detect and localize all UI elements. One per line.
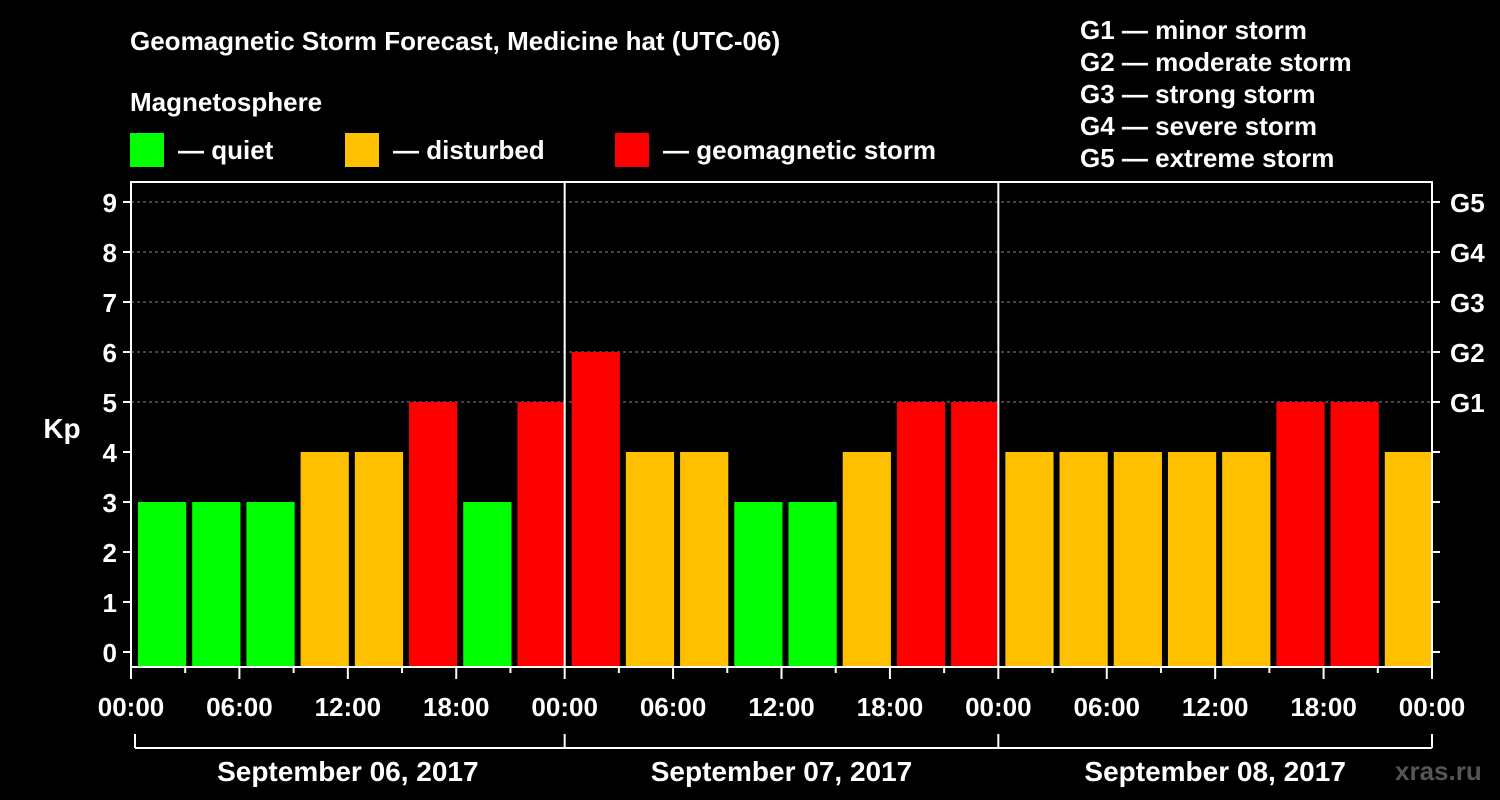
x-tick-label: 00:00 <box>531 692 598 722</box>
y-tick-label: 6 <box>103 338 117 368</box>
kp-bar <box>1330 402 1379 667</box>
g-tick-label: G1 <box>1450 388 1485 418</box>
day-label: September 08, 2017 <box>1084 756 1346 787</box>
x-tick-label: 12:00 <box>315 692 382 722</box>
g-tick-label: G3 <box>1450 288 1485 318</box>
kp-bar <box>680 452 729 667</box>
legend-swatch-storm <box>615 133 649 167</box>
kp-bar <box>246 502 295 667</box>
kp-bar <box>1113 452 1162 667</box>
y-tick-label: 8 <box>103 238 117 268</box>
g-scale-g1: G1 — minor storm <box>1080 15 1307 45</box>
day-label: September 07, 2017 <box>651 756 913 787</box>
kp-bar <box>951 402 1000 667</box>
legend-label-storm: — geomagnetic storm <box>663 135 937 165</box>
y-tick-label: 1 <box>103 588 117 618</box>
kp-bar <box>1276 402 1325 667</box>
g-tick-label: G5 <box>1450 188 1485 218</box>
kp-bar <box>571 352 620 667</box>
g-scale-g3: G3 — strong storm <box>1080 79 1316 109</box>
g-tick-label: G4 <box>1450 238 1485 268</box>
kp-bar <box>1005 452 1054 667</box>
x-tick-label: 18:00 <box>1290 692 1357 722</box>
kp-bar <box>192 502 241 667</box>
chart-title: Geomagnetic Storm Forecast, Medicine hat… <box>130 26 781 56</box>
kp-bars <box>138 352 1433 667</box>
y-tick-label: 5 <box>103 388 117 418</box>
x-tick-label: 06:00 <box>1074 692 1141 722</box>
kp-bar <box>517 402 566 667</box>
kp-bar <box>842 452 891 667</box>
kp-bar <box>788 502 837 667</box>
g-axis: G1 G2 G3 G4 G5 <box>1432 188 1485 653</box>
y-tick-label: 7 <box>103 288 117 318</box>
kp-bar <box>1059 452 1108 667</box>
legend-label-quiet: — quiet <box>178 135 274 165</box>
y-tick-label: 4 <box>103 438 118 468</box>
x-axis: 00:00 06:00 12:00 18:00 00:00 06:00 12:00 18:00… <box>98 667 1466 787</box>
g-scale-g5: G5 — extreme storm <box>1080 143 1335 173</box>
kp-bar <box>1167 452 1217 667</box>
g-scale-g4: G4 — severe storm <box>1080 111 1318 141</box>
x-tick-label: 12:00 <box>748 692 815 722</box>
kp-bar <box>409 402 458 667</box>
x-tick-label: 12:00 <box>1182 692 1249 722</box>
x-tick-label: 06:00 <box>640 692 707 722</box>
y-tick-label: 0 <box>103 638 117 668</box>
kp-bar <box>354 452 404 667</box>
y-axis: 0 1 2 3 4 5 6 7 8 9 <box>103 188 131 668</box>
legend-label-disturbed: — disturbed <box>393 135 545 165</box>
kp-bar <box>300 452 349 667</box>
g-scale-g2: G2 — moderate storm <box>1080 47 1352 77</box>
kp-bar <box>625 452 675 667</box>
watermark: xras.ru <box>1395 756 1482 786</box>
y-tick-label: 2 <box>103 538 117 568</box>
kp-bar <box>463 502 512 667</box>
kp-bar <box>1384 452 1433 667</box>
kp-bar <box>1222 452 1271 667</box>
kp-bar <box>138 502 187 667</box>
legend-swatch-disturbed <box>345 133 379 167</box>
grid-lines <box>131 201 1432 403</box>
kp-bar <box>734 502 783 667</box>
kp-bar <box>896 402 946 667</box>
x-tick-label: 00:00 <box>965 692 1032 722</box>
legend-swatch-quiet <box>130 133 164 167</box>
g-tick-label: G2 <box>1450 338 1485 368</box>
y-tick-label: 9 <box>103 188 117 218</box>
chart-subtitle: Magnetosphere <box>130 87 323 117</box>
x-tick-label: 00:00 <box>1399 692 1466 722</box>
day-label: September 06, 2017 <box>217 756 479 787</box>
x-tick-label: 18:00 <box>423 692 490 722</box>
y-axis-label: Kp <box>43 413 80 444</box>
y-tick-label: 3 <box>103 488 117 518</box>
x-tick-label: 00:00 <box>98 692 165 722</box>
x-tick-label: 18:00 <box>857 692 924 722</box>
x-tick-label: 06:00 <box>206 692 273 722</box>
